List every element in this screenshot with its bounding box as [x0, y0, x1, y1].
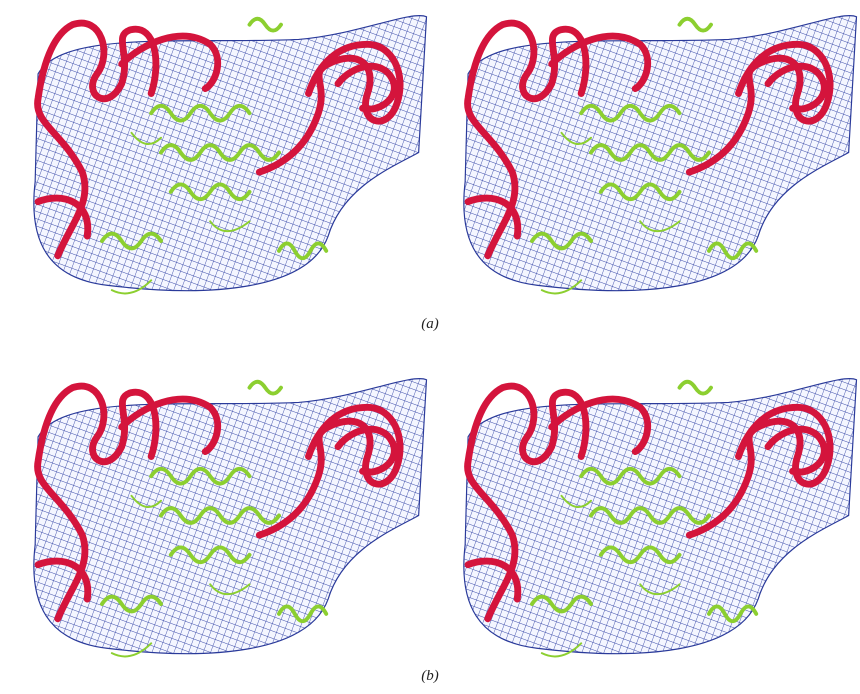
figure: (a) (b) [0, 0, 860, 689]
stereo-right [464, 16, 857, 294]
stereo-left [34, 379, 427, 657]
stereo-right [464, 379, 857, 657]
panel-label: (a) [421, 316, 439, 332]
stereo-left [34, 16, 427, 294]
panel-label: (b) [421, 668, 439, 684]
